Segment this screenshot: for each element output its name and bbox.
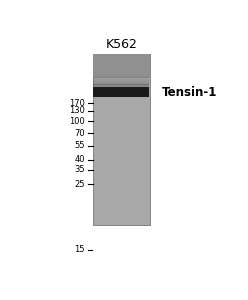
Bar [93,76,149,78]
Text: 170: 170 [69,99,85,108]
Text: 35: 35 [74,165,85,174]
Text: 70: 70 [74,129,85,138]
Bar [93,83,149,85]
Text: 25: 25 [74,180,85,189]
Bar [93,80,149,82]
Bar [93,87,149,97]
Text: 40: 40 [74,155,85,164]
Text: 15: 15 [74,245,85,254]
Bar [93,55,150,78]
Bar [93,84,149,86]
Text: 55: 55 [74,141,85,150]
Bar [93,82,149,83]
Bar [93,77,149,79]
Bar [93,55,150,225]
Text: 130: 130 [69,106,85,116]
Bar [93,86,149,87]
Text: 100: 100 [69,117,85,126]
Bar [93,79,149,80]
Text: K562: K562 [105,38,137,51]
Text: Tensin-1: Tensin-1 [162,85,217,99]
